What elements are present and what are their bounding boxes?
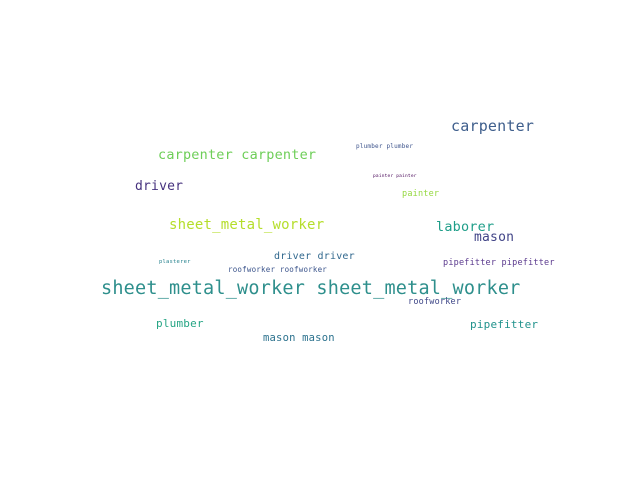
word-laborer: laborer [436, 219, 495, 235]
word-painter: painter [402, 189, 440, 199]
word-pipefitter: pipefitter [470, 318, 539, 331]
word-roofworker-roofworker: roofworker roofworker [228, 265, 328, 274]
word-sheet-metal-worker-pair: sheet_metal_worker sheet_metal_worker [101, 278, 521, 299]
word-carpenter: carpenter [451, 117, 535, 135]
word-plumber-plumber: plumber plumber [356, 143, 414, 150]
word-mason-mason: mason mason [263, 332, 335, 344]
word-plasterer: plasterer [159, 259, 191, 265]
word-driver: driver [135, 179, 184, 194]
word-sheet-metal-worker: sheet_metal_worker [169, 217, 325, 233]
word-painter-painter: painter painter [373, 174, 417, 179]
word-mason: mason [474, 230, 515, 245]
word-pipefitter-pipefitter: pipefitter pipefitter [443, 258, 555, 268]
word-driver-driver: driver driver [274, 251, 355, 262]
word-carpenter-carpenter: carpenter carpenter [158, 147, 317, 163]
word-plumber: plumber [156, 317, 204, 330]
word-roofworker: roofworker [408, 297, 462, 307]
